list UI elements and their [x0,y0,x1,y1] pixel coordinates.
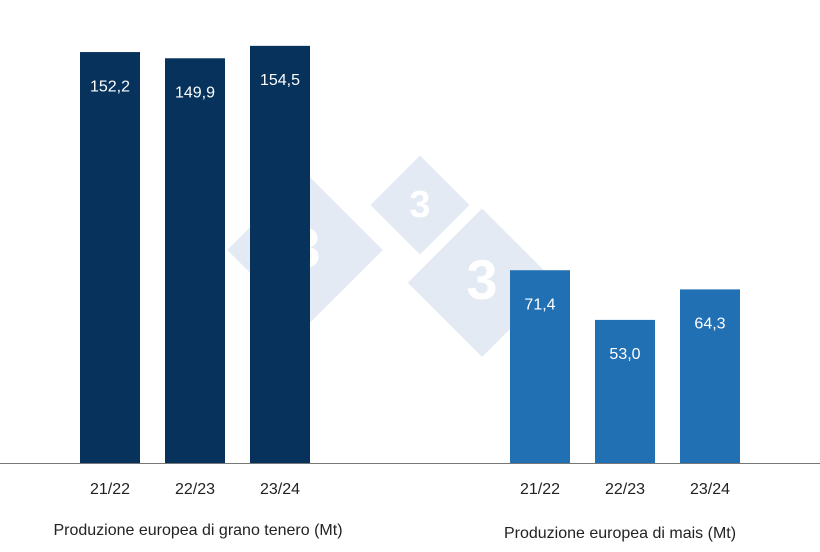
value-label: 53,0 [609,346,640,363]
value-label: 64,3 [694,316,725,333]
value-label: 149,9 [175,84,215,101]
value-label: 154,5 [260,72,300,89]
x-tick-label: 22/23 [605,481,645,498]
x-tick-label: 21/22 [520,481,560,498]
axis-title: Produzione europea di mais (Mt) [504,525,736,542]
bar [165,58,225,464]
watermark-diamond [370,155,470,255]
watermark-text: 3 [466,248,497,311]
value-label: 71,4 [524,296,555,313]
bar [510,270,570,463]
bar [595,319,655,463]
x-tick-label: 21/22 [90,481,130,498]
watermark-text: 3 [409,184,430,226]
bar [680,289,740,463]
x-tick-label: 23/24 [260,481,300,498]
bar [250,45,310,463]
value-label: 152,2 [90,78,130,95]
axis-title: Produzione europea di grano tenero (Mt) [53,522,342,539]
x-tick-label: 22/23 [175,481,215,498]
bar [80,52,140,464]
x-tick-label: 23/24 [690,481,730,498]
